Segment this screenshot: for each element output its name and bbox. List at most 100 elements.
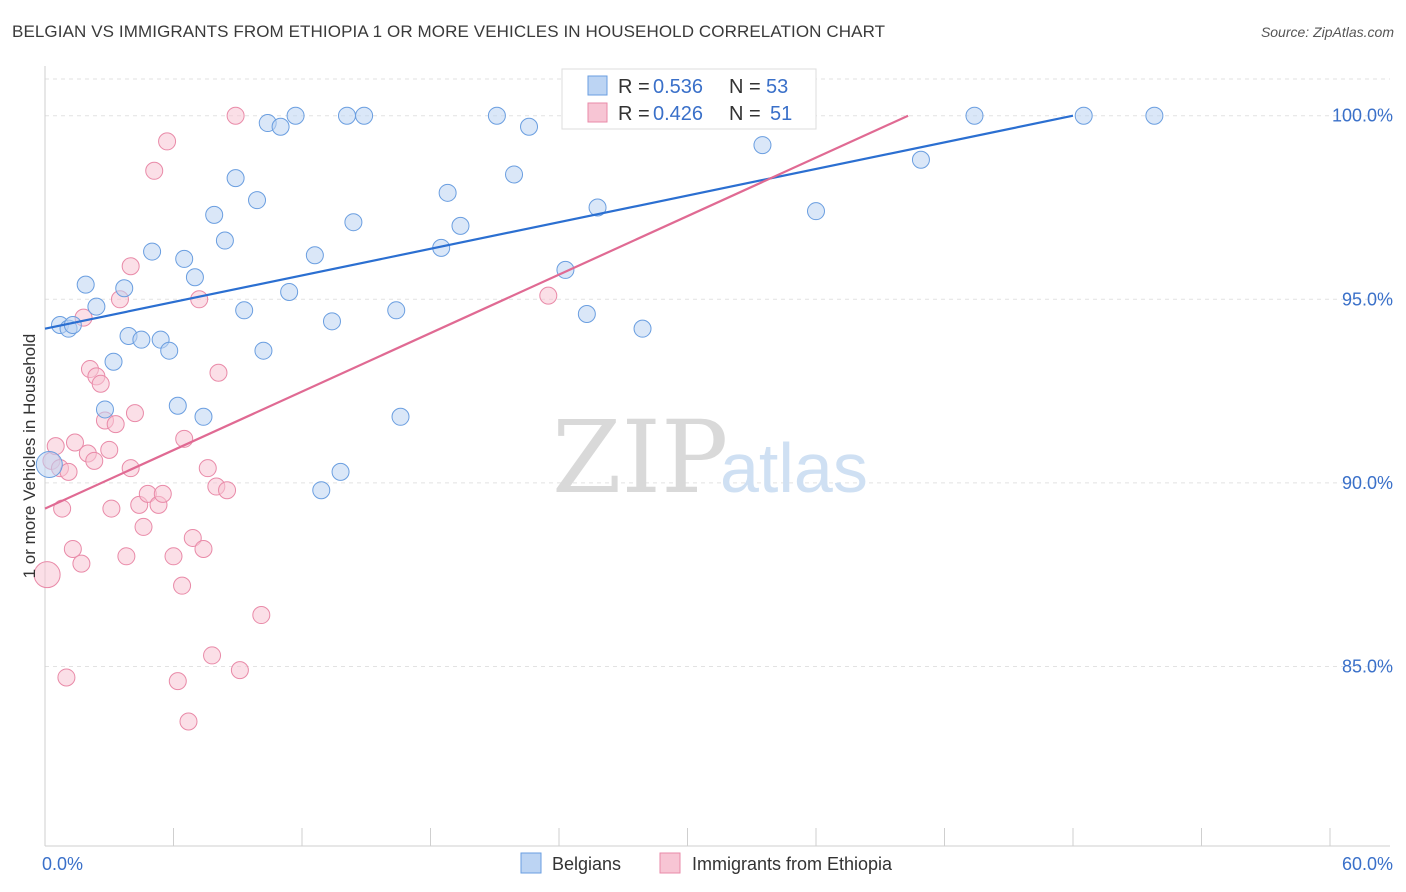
y-axis-title: 1 or more Vehicles in Household xyxy=(20,334,39,579)
ethiopia-point xyxy=(218,481,237,500)
ethiopia-point xyxy=(57,668,76,687)
belgians-point xyxy=(185,268,204,287)
belgians-point xyxy=(807,202,825,221)
ethiopia-point xyxy=(194,539,213,558)
ethiopia-point xyxy=(158,132,177,151)
ethiopia-point xyxy=(91,374,110,393)
grid-layer xyxy=(45,78,1390,667)
stats-belgians-n-label: N = xyxy=(729,76,761,98)
ethiopia-point xyxy=(198,459,217,478)
ethiopia-point xyxy=(85,451,104,470)
legend-swatch-ethiopia xyxy=(659,852,681,874)
legend-label-belgians: Belgians xyxy=(552,854,621,874)
y-tick-label: 85.0% xyxy=(1342,656,1393,676)
ethiopia-point xyxy=(226,106,245,125)
trend-lines xyxy=(44,114,1074,510)
belgians-point xyxy=(168,396,187,415)
belgians-point xyxy=(226,169,245,188)
belgians-point xyxy=(387,301,406,320)
stats-ethiopia-n-label: N = xyxy=(729,103,761,125)
belgians-point xyxy=(87,297,106,316)
y-tick-label: 90.0% xyxy=(1342,473,1393,493)
ethiopia-point xyxy=(230,661,249,680)
watermark-zip: ZIP xyxy=(552,399,728,516)
stats-swatch-ethiopia xyxy=(587,102,608,123)
belgians-point xyxy=(577,304,596,323)
belgians-point xyxy=(911,150,930,169)
series-ethiopia-points xyxy=(33,106,808,731)
y-tick-labels: 100.0% 95.0% 90.0% 85.0% xyxy=(1332,106,1393,677)
ethiopia-point xyxy=(106,415,125,434)
belgians-point xyxy=(35,451,63,479)
ethiopia-point xyxy=(145,161,164,180)
belgians-point xyxy=(391,407,410,426)
ethiopia-point xyxy=(183,528,202,547)
belgians-point xyxy=(95,400,114,419)
belgians-point xyxy=(344,213,363,232)
legend-swatch-belgians xyxy=(520,852,542,874)
belgians-point xyxy=(322,312,341,331)
stats-belgians-r-value: 0.536 xyxy=(653,76,703,98)
belgians-point xyxy=(248,191,267,210)
belgians-point xyxy=(305,246,324,265)
ethiopia-point xyxy=(539,286,558,305)
ethiopia-point xyxy=(125,404,144,423)
belgians-point xyxy=(331,462,350,481)
stats-ethiopia-n-value: 51 xyxy=(770,103,792,125)
belgians-point xyxy=(965,106,984,125)
belgians-point xyxy=(271,117,290,136)
series-belgians-points xyxy=(35,106,1164,500)
belgians-point xyxy=(143,242,162,261)
belgians-point xyxy=(312,481,331,500)
belgians-point xyxy=(104,352,123,371)
stats-belgians-r-label: R = xyxy=(618,76,650,98)
belgians-point xyxy=(160,341,179,360)
ethiopia-point xyxy=(203,646,222,665)
source-label: Source: ZipAtlas.com xyxy=(1260,24,1394,40)
legend-label-ethiopia: Immigrants from Ethiopia xyxy=(692,854,893,874)
belgians-point xyxy=(337,106,356,125)
ethiopia-point xyxy=(63,539,82,558)
belgians-point xyxy=(753,136,772,155)
ethiopia-trend-line xyxy=(44,114,909,510)
belgians-point xyxy=(451,216,470,235)
belgians-point xyxy=(355,106,374,125)
belgians-point xyxy=(254,341,273,360)
ethiopia-point xyxy=(179,712,198,731)
ethiopia-point xyxy=(102,499,121,518)
ethiopia-point xyxy=(164,547,183,566)
ethiopia-point xyxy=(153,484,172,503)
stats-ethiopia-r-value: 0.426 xyxy=(653,103,703,125)
belgians-point xyxy=(215,231,234,250)
belgians-point xyxy=(505,165,524,184)
x-tick-label: 0.0% xyxy=(42,854,83,874)
stats-belgians-n-value: 53 xyxy=(766,76,788,98)
y-tick-label: 95.0% xyxy=(1342,289,1393,309)
y-tick-label: 100.0% xyxy=(1332,106,1393,126)
ethiopia-point xyxy=(117,547,136,566)
ethiopia-point xyxy=(168,672,187,691)
belgians-point xyxy=(633,319,652,338)
x-tick-labels: 0.0% 60.0% xyxy=(42,854,1393,874)
ethiopia-point xyxy=(121,257,140,276)
stats-legend: R = 0.536 N = 53 R = 0.426 N = 51 xyxy=(561,68,817,130)
ethiopia-point xyxy=(121,459,140,478)
belgians-point xyxy=(1074,106,1093,125)
ethiopia-point xyxy=(134,517,153,536)
ethiopia-point xyxy=(190,290,209,309)
ethiopia-point xyxy=(209,363,228,382)
ethiopia-point xyxy=(65,433,84,452)
belgians-point xyxy=(1145,106,1164,125)
belgians-point xyxy=(235,301,254,320)
belgians-point xyxy=(286,106,305,125)
belgians-point xyxy=(175,249,194,268)
belgians-point xyxy=(132,330,151,349)
ethiopia-point xyxy=(33,561,61,589)
belgians-point xyxy=(76,275,95,294)
ethiopia-point xyxy=(72,554,91,573)
chart-title: BELGIAN VS IMMIGRANTS FROM ETHIOPIA 1 OR… xyxy=(12,22,886,41)
x-tick-label: 60.0% xyxy=(1342,854,1393,874)
belgians-point xyxy=(280,282,299,301)
ethiopia-point xyxy=(252,606,271,625)
